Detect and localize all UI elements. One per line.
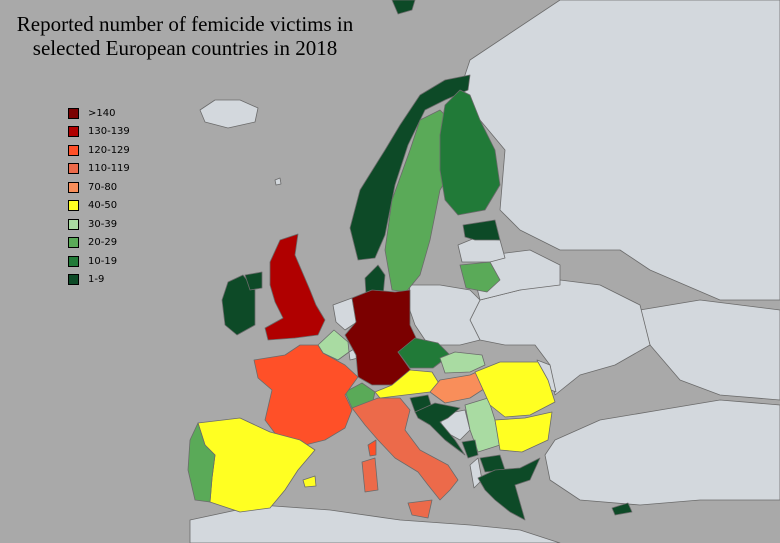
- legend-item: >140: [68, 104, 130, 123]
- legend-item: 110-119: [68, 160, 130, 179]
- country-faroe: [274, 177, 282, 186]
- legend-label: 130-139: [88, 126, 130, 138]
- country-croatia: [414, 402, 466, 456]
- legend-label: 20-29: [88, 237, 118, 249]
- country-portugal: [187, 422, 216, 503]
- legend: >140 130-139 120-129 110-119 70-80 40-50…: [68, 104, 130, 289]
- legend-label: 110-119: [88, 163, 130, 175]
- country-greece: [477, 457, 541, 521]
- legend-item: 70-80: [68, 178, 130, 197]
- country-sardinia: [361, 457, 379, 493]
- country-lithuania: [459, 261, 501, 293]
- country-montenegro: [461, 439, 479, 459]
- legend-swatch: [68, 107, 79, 119]
- country-ireland: [221, 274, 256, 336]
- country-estonia: [462, 219, 501, 241]
- country-slovakia: [439, 351, 486, 374]
- legend-item: 40-50: [68, 197, 130, 216]
- legend-label: 10-19: [88, 255, 118, 267]
- country-iceland: [199, 99, 259, 129]
- map-title: Reported number of femicide victims in s…: [0, 12, 370, 60]
- country-ukraine: [469, 279, 651, 396]
- country-svalbard: [391, 0, 416, 15]
- country-bulgaria: [494, 411, 553, 453]
- legend-label: 40-50: [88, 200, 118, 212]
- country-finland: [439, 89, 501, 216]
- legend-swatch: [68, 255, 79, 267]
- country-france: [253, 344, 359, 446]
- country-russia: [459, 0, 780, 301]
- legend-label: 120-129: [88, 144, 130, 156]
- legend-swatch: [68, 237, 79, 249]
- country-turkey: [544, 399, 780, 506]
- country-corsica: [367, 439, 377, 457]
- country-sicily: [407, 499, 433, 519]
- title-line-1: Reported number of femicide victims in: [16, 12, 354, 36]
- legend-swatch: [68, 200, 79, 212]
- country-north-africa: [189, 504, 561, 543]
- country-uk: [264, 233, 326, 341]
- country-northern-ireland: [244, 271, 263, 291]
- legend-item: 10-19: [68, 252, 130, 271]
- legend-item: 30-39: [68, 215, 130, 234]
- country-cyprus: [611, 502, 633, 516]
- country-caucasus: [639, 299, 780, 401]
- legend-swatch: [68, 274, 79, 286]
- country-netherlands: [332, 297, 358, 331]
- title-line-2: selected European countries in 2018: [32, 36, 338, 60]
- legend-item: 1-9: [68, 271, 130, 290]
- country-poland: [407, 284, 481, 346]
- country-balearic: [302, 475, 317, 488]
- legend-swatch: [68, 218, 79, 230]
- country-romania: [474, 361, 556, 418]
- legend-swatch: [68, 144, 79, 156]
- legend-item: 130-139: [68, 123, 130, 142]
- country-italy: [351, 397, 459, 501]
- legend-label: >140: [88, 107, 116, 119]
- legend-item: 20-29: [68, 234, 130, 253]
- legend-label: 70-80: [88, 181, 118, 193]
- legend-swatch: [68, 181, 79, 193]
- legend-label: 30-39: [88, 218, 118, 230]
- legend-swatch: [68, 126, 79, 138]
- legend-swatch: [68, 163, 79, 175]
- legend-item: 120-129: [68, 141, 130, 160]
- legend-label: 1-9: [88, 274, 105, 286]
